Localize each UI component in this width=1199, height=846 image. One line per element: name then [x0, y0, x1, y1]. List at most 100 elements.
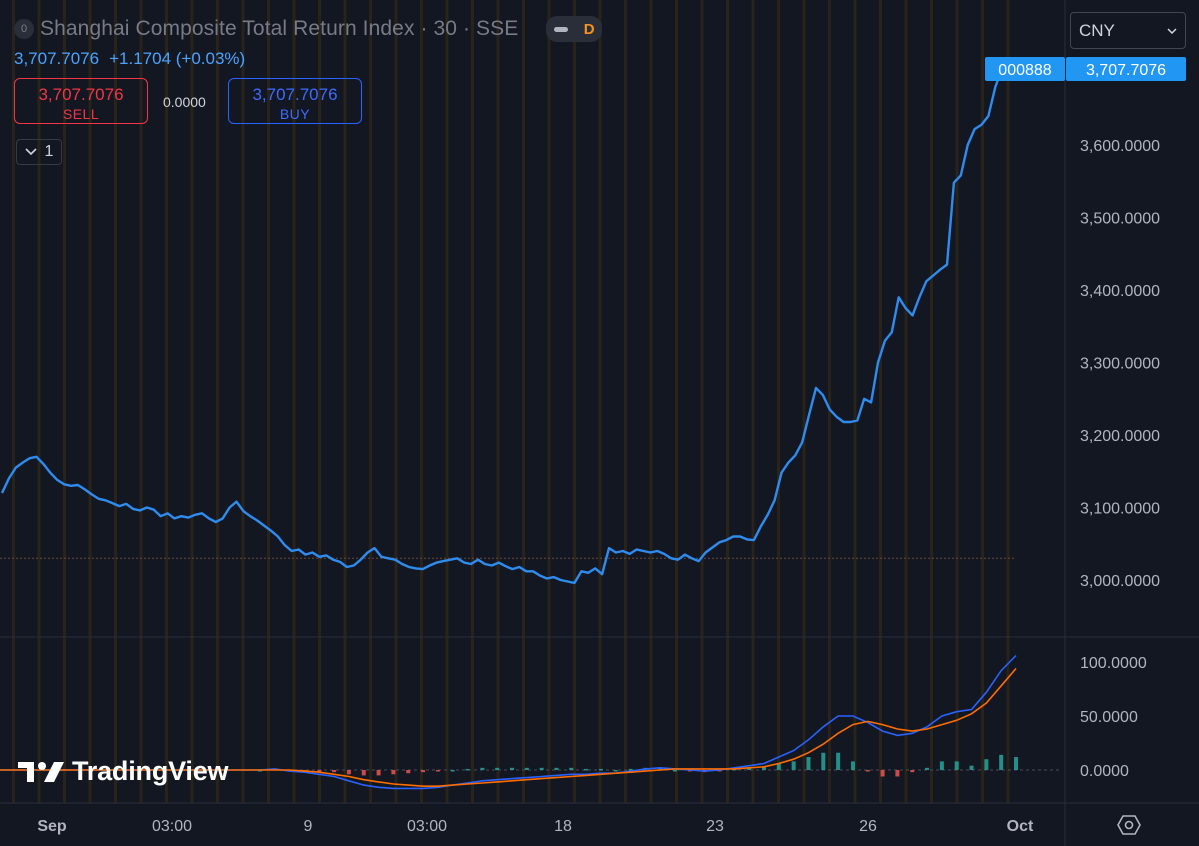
- currency-select[interactable]: CNY: [1070, 12, 1186, 49]
- macd-tick-label: 100.0000: [1080, 655, 1147, 672]
- last-price-tag: 000888 3,707.7076: [985, 57, 1186, 81]
- macd-histogram-bar: [510, 767, 514, 770]
- macd-histogram-bar: [450, 770, 455, 772]
- timeframe-badge: D: [583, 20, 595, 38]
- price-tick-label: 3,300.0000: [1080, 356, 1160, 373]
- session-band: [241, 0, 245, 803]
- session-band: [292, 0, 296, 803]
- status-pill[interactable]: D: [546, 16, 603, 42]
- macd-signal-line: [0, 667, 1017, 787]
- session-band: [904, 0, 908, 803]
- macd-histogram-bar: [569, 767, 574, 770]
- session-band: [496, 0, 500, 803]
- buy-label: BUY: [279, 106, 311, 122]
- macd-histogram-bar: [598, 768, 603, 771]
- session-band: [573, 0, 576, 803]
- session-band: [522, 0, 525, 803]
- price-tick-label: 3,200.0000: [1080, 428, 1160, 445]
- session-band: [955, 0, 959, 803]
- price-tick-label: 3,100.0000: [1080, 501, 1160, 518]
- price-tag-value: 3,707.7076: [1086, 62, 1166, 79]
- macd-histogram-bar: [495, 767, 500, 770]
- settings-button[interactable]: [1117, 814, 1141, 841]
- time-tick-label: Oct: [1007, 818, 1034, 835]
- session-band: [853, 0, 857, 803]
- price-tag-ticker: 000888: [998, 62, 1051, 79]
- tradingview-logo-icon: [18, 761, 64, 782]
- macd-histogram-bar: [791, 761, 796, 770]
- price-axis: 3,000.0000 3,100.0000 3,200.0000 3,300.0000…: [1080, 138, 1160, 590]
- time-tick-label: 03:00: [407, 818, 447, 835]
- macd-histogram-bar: [406, 770, 411, 774]
- macd-histogram-bar: [969, 765, 974, 770]
- macd-tick-label: 0.0000: [1080, 763, 1129, 780]
- time-tick-label: 18: [554, 818, 572, 835]
- session-band: [726, 0, 729, 803]
- buy-price: 3,707.7076: [252, 85, 338, 104]
- sell-button[interactable]: 3,707.7076 SELL: [14, 78, 148, 124]
- price-tag-ticker-bg: [985, 57, 1065, 81]
- macd-histogram-bar: [895, 770, 900, 777]
- macd-histogram-bar: [1014, 757, 1018, 770]
- price-tick-label: 3,400.0000: [1080, 283, 1160, 300]
- buy-button[interactable]: 3,707.7076 BUY: [228, 78, 362, 124]
- macd-histogram-bar: [821, 752, 826, 770]
- price-tag-value-bg: [1066, 57, 1186, 81]
- price-line: [0, 66, 1018, 585]
- price-tick-label: 3,600.0000: [1080, 138, 1160, 155]
- macd-histogram-bar: [391, 770, 396, 775]
- session-band: [369, 0, 372, 803]
- session-band: [981, 0, 984, 803]
- session-band: [879, 0, 882, 803]
- time-tick-label: 9: [304, 818, 313, 835]
- time-tick-label: 23: [706, 818, 724, 835]
- market-closed-icon: [554, 26, 569, 32]
- session-band: [139, 0, 143, 803]
- chevron-down-icon: [24, 148, 37, 156]
- spread-value: 0.0000: [163, 94, 206, 110]
- tradingview-logo[interactable]: TradingView: [18, 756, 229, 787]
- sell-price: 3,707.7076: [38, 85, 124, 104]
- macd-histogram-bar: [465, 768, 470, 771]
- macd-histogram-bar: [613, 770, 618, 772]
- macd-histogram-bar: [806, 757, 811, 770]
- session-band: [828, 0, 831, 803]
- session-band: [318, 0, 321, 803]
- session-band: [190, 0, 194, 803]
- macd-histogram-bar: [865, 770, 870, 772]
- session-band: [420, 0, 423, 803]
- macd-histogram-bar: [361, 770, 366, 776]
- macd-histogram-bar: [673, 770, 678, 772]
- macd-histogram-bar: [524, 767, 529, 770]
- macd-histogram-bar: [480, 767, 485, 770]
- session-band: [547, 0, 551, 803]
- macd-histogram-bar: [346, 770, 351, 775]
- macd-histogram-bar: [421, 770, 426, 773]
- symbol-legend: 0 Shanghai Composite Total Return Index …: [14, 16, 603, 42]
- session-band: [802, 0, 806, 803]
- macd-histogram-bar: [747, 767, 752, 770]
- gear-icon: [1117, 815, 1141, 835]
- session-band: [777, 0, 780, 803]
- macd-histogram-bar: [836, 752, 841, 770]
- currency-label: CNY: [1079, 20, 1115, 40]
- price-tick-label: 3,500.0000: [1080, 211, 1160, 228]
- session-band: [343, 0, 347, 803]
- session-band: [1006, 0, 1010, 803]
- session-band: [930, 0, 933, 803]
- indicators-toggle[interactable]: 1: [16, 139, 62, 165]
- macd-histogram-bar: [762, 766, 766, 770]
- session-band: [114, 0, 117, 803]
- time-axis: Sep 03:00 9 03:00 18 23 26 Oct: [37, 818, 1034, 835]
- price-tick-label: 3,000.0000: [1080, 573, 1160, 590]
- macd-pane: 0.0000 50.0000 100.0000: [0, 654, 1147, 790]
- macd-histogram-bar: [999, 754, 1004, 770]
- macd-histogram-bar: [435, 770, 440, 772]
- macd-histogram-bar: [954, 761, 959, 770]
- macd-histogram-bar: [376, 770, 381, 776]
- chart-title[interactable]: Shanghai Composite Total Return Index · …: [40, 17, 519, 40]
- time-tick-label: 26: [859, 818, 877, 835]
- sell-label: SELL: [62, 106, 100, 122]
- macd-histogram-bar: [554, 767, 559, 770]
